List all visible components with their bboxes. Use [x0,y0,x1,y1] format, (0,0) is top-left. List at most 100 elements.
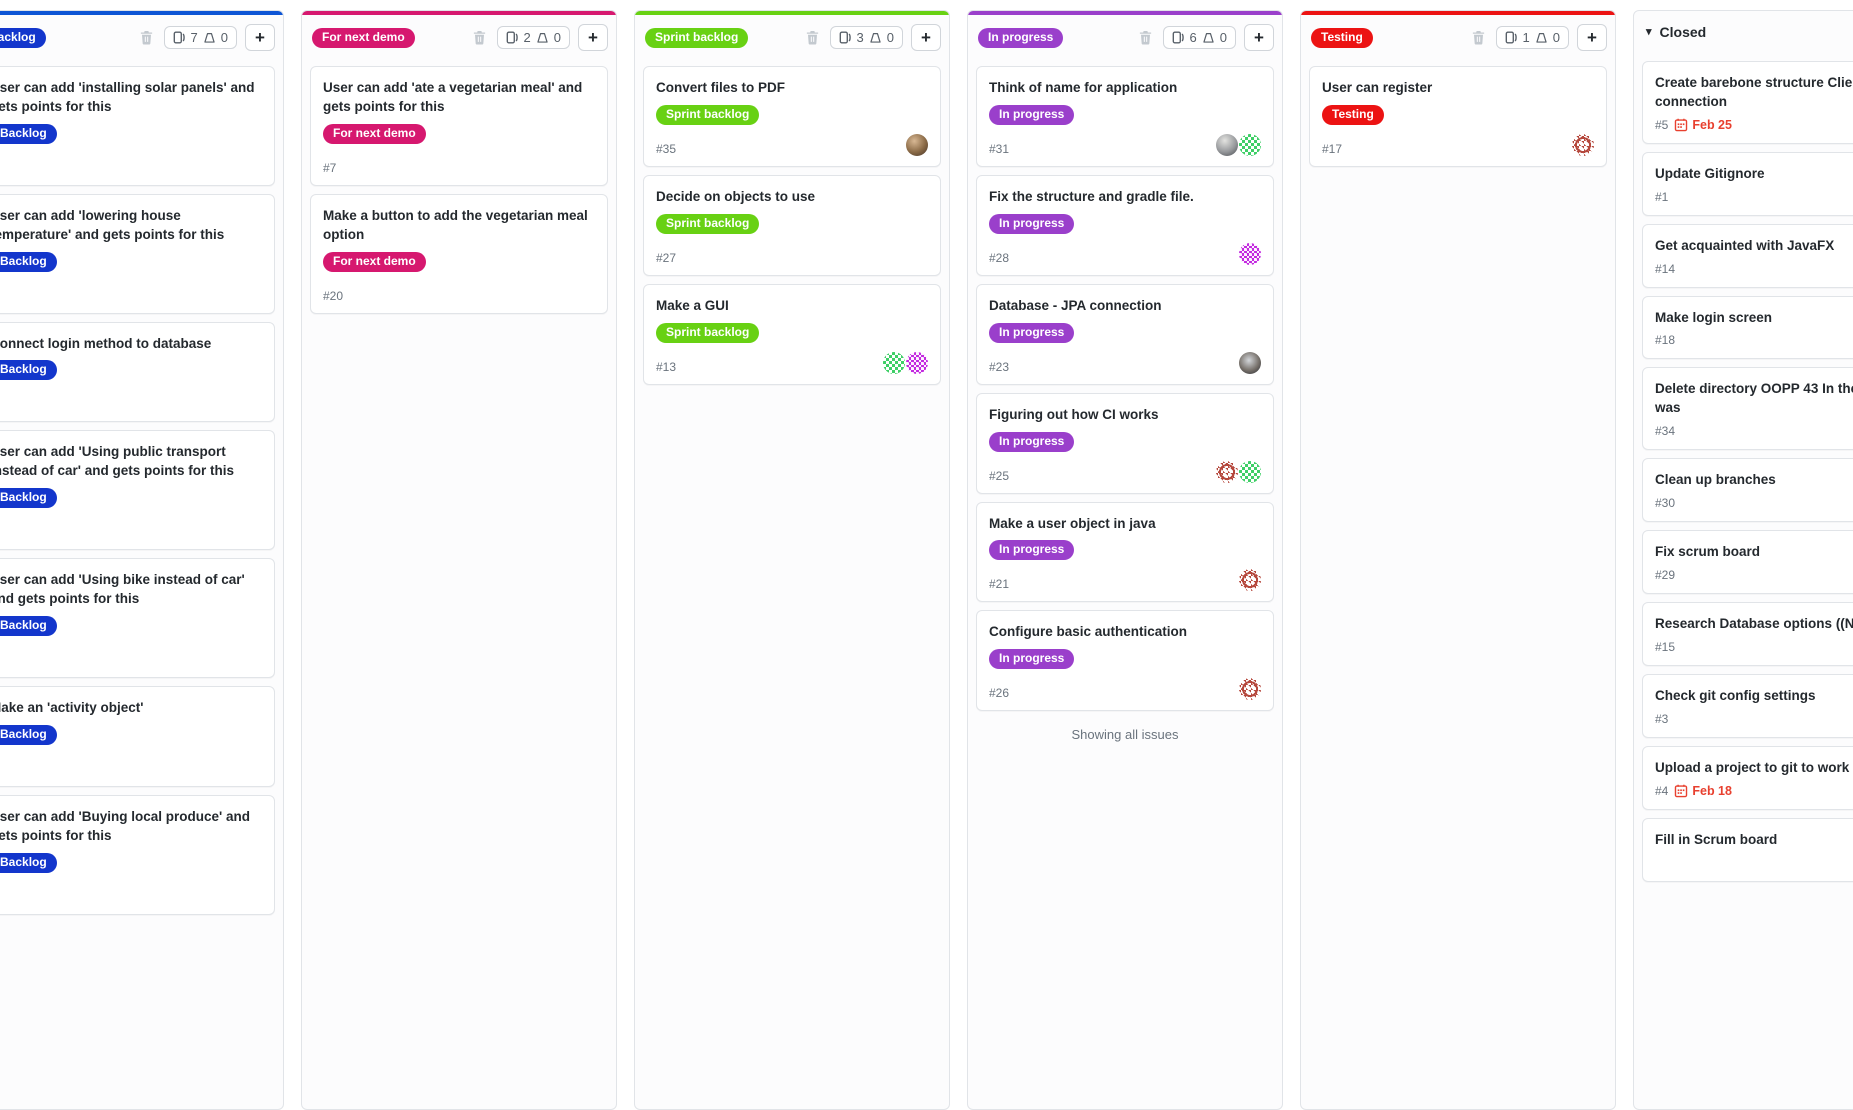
issue-card[interactable]: User can add 'ate a vegetarian meal' and… [310,66,608,186]
issue-card[interactable]: Decide on objects to use Sprint backlog … [643,174,941,276]
issue-card-title[interactable]: User can register [1322,80,1433,95]
archived-count-icon [537,32,548,43]
issue-card[interactable]: User can register Testing #17 [1309,66,1607,167]
issue-number: #25 [989,468,1010,483]
issue-card[interactable]: Connect login method to database Backlog [0,321,275,423]
issue-card[interactable]: Configure basic authentication In progre… [976,610,1274,712]
issue-card[interactable]: Make a button to add the vegetarian meal… [310,193,608,314]
user-identicon-avatar[interactable] [1239,460,1261,483]
issue-card[interactable]: Make a user object in java In progress #… [976,501,1274,603]
issue-card-title[interactable]: Make an 'activity object' [0,700,144,716]
issue-card[interactable]: User can add 'Using public transport ins… [0,430,275,551]
issue-card-title[interactable]: Research Database options ((No)SQL?) [1655,616,1853,632]
issue-card-title[interactable]: Connect login method to database [0,335,212,351]
closed-issue-card[interactable]: Create barebone structure Client-Server … [1642,61,1853,144]
user-identicon-avatar[interactable] [883,351,905,374]
issue-card-meta [0,882,262,904]
issue-card[interactable]: User can add 'lowering house temperature… [0,193,275,314]
issue-card-title[interactable]: User can add 'lowering house temperature… [0,207,225,242]
closed-issue-card[interactable]: Fill in Scrum board [1642,817,1853,882]
user-identicon-avatar[interactable] [1239,133,1261,156]
closed-issue-card[interactable]: Delete directory OOPP 43 In the beginnin… [1642,367,1853,451]
closed-issue-card[interactable]: Upload a project to git to work from #4 … [1642,745,1853,810]
closed-issue-card[interactable]: Research Database options ((No)SQL?) #15 [1642,602,1853,666]
user-identicon-avatar[interactable] [1239,569,1261,592]
issue-card[interactable]: Make an 'activity object' Backlog [0,686,275,787]
issue-card-title[interactable]: User can add 'Buying local produce' and … [0,808,250,843]
closed-issue-card[interactable]: Get acquainted with JavaFX #14 [1642,223,1853,288]
issue-card[interactable]: User can add 'installing solar panels' a… [0,66,275,186]
user-photo-avatar[interactable] [906,133,928,156]
issue-card-title[interactable]: Check git config settings [1655,687,1816,703]
issue-card-title[interactable]: Think of name for application [989,80,1178,95]
issue-number: #17 [1322,141,1343,156]
issue-card-title[interactable]: Delete directory OOPP 43 In the beginnin… [1655,381,1853,416]
add-card-button[interactable]: + [911,24,941,51]
issue-card-meta: #25 [989,460,1261,483]
issue-card-title[interactable]: Figuring out how CI works [989,406,1159,422]
board-column: In progress 6 0 + Think of name for appl… [967,10,1283,1110]
issue-card-title[interactable]: Fix scrum board [1655,544,1761,560]
issue-card-title[interactable]: Get acquainted with JavaFX [1655,237,1835,253]
column-tools: 3 0 + [803,24,941,51]
issue-card-title[interactable]: Update Gitignore [1655,165,1765,181]
issue-card-title[interactable]: Make a user object in java [989,515,1156,531]
issue-card-title[interactable]: Decide on objects to use [656,188,816,204]
issue-card[interactable]: Fix the structure and gradle file. In pr… [976,174,1274,276]
issue-card[interactable]: Think of name for application In progres… [976,66,1274,167]
add-card-button[interactable]: + [1577,24,1607,51]
user-identicon-avatar[interactable] [906,351,928,374]
issue-card-title[interactable]: User can add 'Using bike instead of car'… [0,572,245,607]
closed-issue-card[interactable]: Check git config settings #3 [1642,673,1853,738]
user-identicon-avatar[interactable] [1239,242,1261,265]
delete-column-button[interactable] [137,28,156,47]
delete-column-button[interactable] [803,28,822,47]
issue-card[interactable]: Make a GUI Sprint backlog #13 [643,283,941,385]
issue-card-title[interactable]: Make a button to add the vegetarian meal… [323,207,588,242]
issue-card-title[interactable]: Upload a project to git to work from [1655,759,1853,775]
issue-card-title[interactable]: Fix the structure and gradle file. [989,188,1194,204]
issue-card-meta: #30 [1655,495,1853,511]
archived-count: 0 [1219,30,1227,45]
delete-column-button[interactable] [470,28,489,47]
issue-card-title[interactable]: User can add 'Using public transport ins… [0,444,234,479]
issue-card[interactable]: User can add 'Using bike instead of car'… [0,558,275,679]
add-card-button[interactable]: + [1244,24,1274,51]
issue-card-title[interactable]: Convert files to PDF [656,80,786,95]
issue-card-title[interactable]: Database - JPA connection [989,297,1162,313]
archived-count: 0 [886,30,894,45]
issue-number: #14 [1655,261,1676,276]
issue-card-title[interactable]: Make a GUI [656,297,729,313]
closed-column-title: Closed [1659,24,1707,40]
add-card-button[interactable]: + [578,24,608,51]
issue-card-title[interactable]: Make login screen [1655,309,1773,325]
issue-label-pill: Backlog [0,488,57,509]
delete-column-button[interactable] [1136,28,1155,47]
user-identicon-avatar[interactable] [1216,460,1238,483]
user-photo-avatar[interactable] [1216,133,1238,156]
closed-issue-card[interactable]: Fix scrum board #29 [1642,530,1853,595]
issue-card-title[interactable]: User can add 'ate a vegetarian meal' and… [323,80,583,114]
issue-card[interactable]: User can add 'Buying local produce' and … [0,794,275,915]
issue-card-title[interactable]: Clean up branches [1655,472,1776,488]
issue-card-title[interactable]: Create barebone structure Client-Server … [1655,75,1853,109]
issue-card[interactable]: Figuring out how CI works In progress #2… [976,392,1274,494]
column-cards-list: User can add 'installing solar panels' a… [0,58,283,923]
issue-card[interactable]: Convert files to PDF Sprint backlog #35 [643,66,941,167]
issue-number: #15 [1655,639,1676,654]
user-identicon-avatar[interactable] [1572,133,1594,156]
add-card-button[interactable]: + [245,24,275,51]
closed-issue-card[interactable]: Make login screen #18 [1642,295,1853,360]
closed-issue-card[interactable]: Clean up branches #30 [1642,458,1853,523]
issue-card-title[interactable]: Fill in Scrum board [1655,831,1778,847]
user-identicon-avatar[interactable] [1239,678,1261,701]
column-label-pill: Testing [1311,27,1373,48]
issue-card-title[interactable]: User can add 'installing solar panels' a… [0,80,255,114]
closed-column-header[interactable]: ▾ Closed [1634,11,1853,53]
delete-column-button[interactable] [1469,28,1488,47]
issue-card-meta: #15 [1655,639,1853,655]
issue-card[interactable]: Database - JPA connection In progress #2… [976,283,1274,385]
issue-card-title[interactable]: Configure basic authentication [989,624,1188,640]
user-photo-avatar[interactable] [1239,351,1261,374]
closed-issue-card[interactable]: Update Gitignore #1 [1642,151,1853,216]
